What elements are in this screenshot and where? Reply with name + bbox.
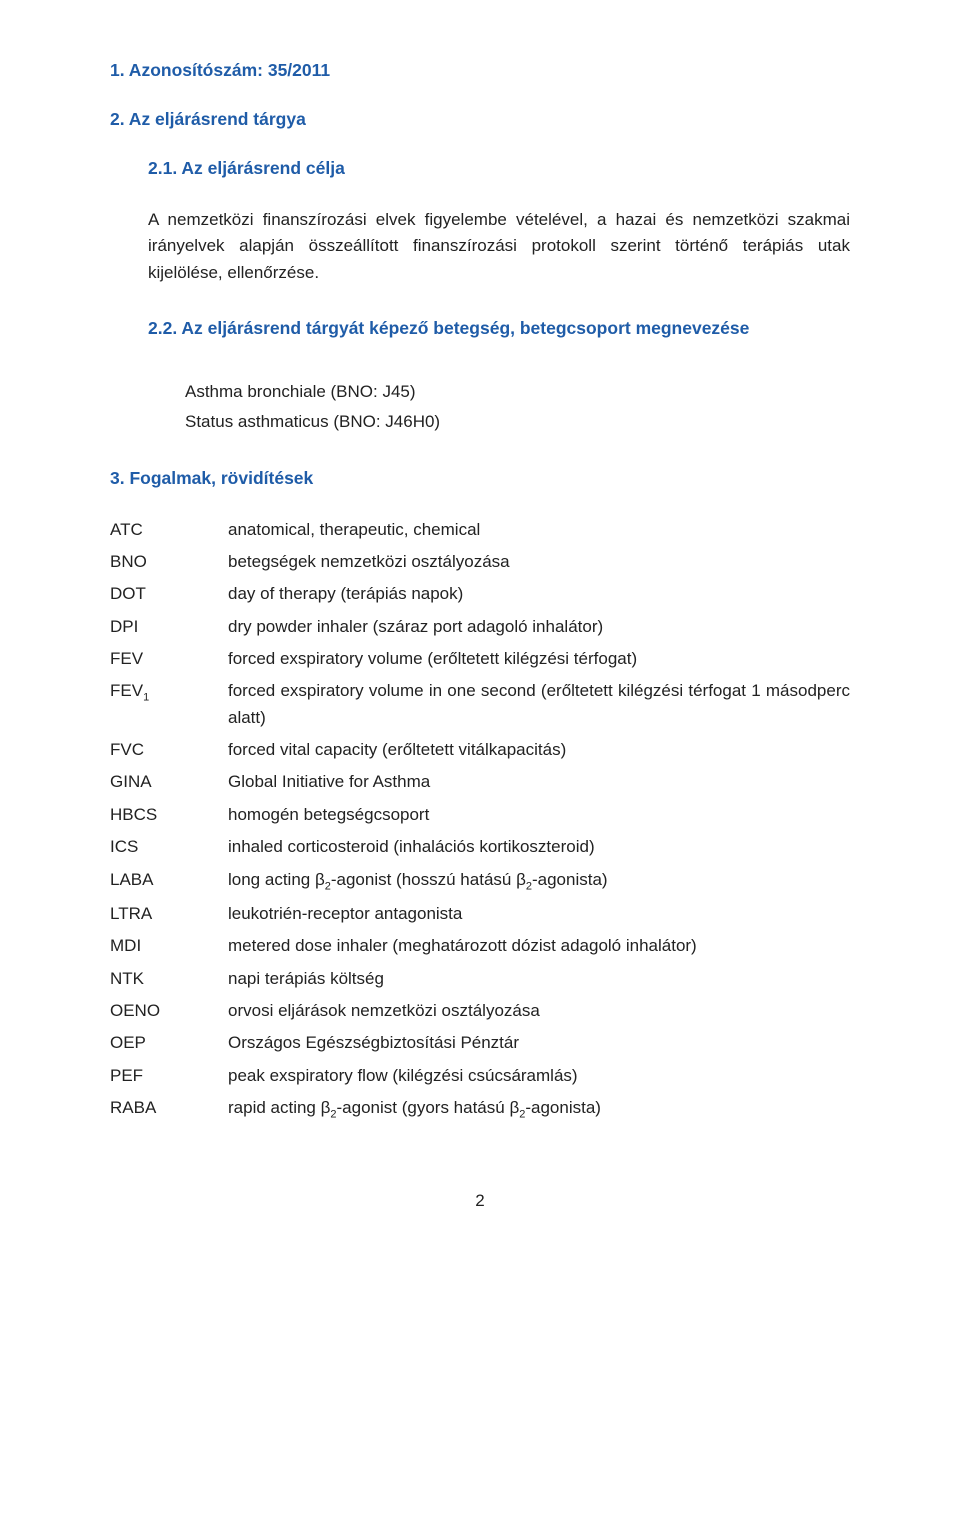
list-item-status-asthmaticus: Status asthmaticus (BNO: J46H0): [185, 409, 850, 435]
definition-row: LABAlong acting β2-agonist (hosszú hatás…: [110, 867, 850, 901]
definition-term: HBCS: [110, 802, 228, 834]
definition-description: dry powder inhaler (száraz port adagoló …: [228, 614, 850, 646]
definition-term: GINA: [110, 769, 228, 801]
definition-row: DPIdry powder inhaler (száraz port adago…: [110, 614, 850, 646]
definition-description: forced exspiratory volume in one second …: [228, 678, 850, 737]
definition-term: LABA: [110, 867, 228, 901]
definition-term: FVC: [110, 737, 228, 769]
page-number: 2: [110, 1191, 850, 1211]
definition-term: ATC: [110, 517, 228, 549]
definition-term: BNO: [110, 549, 228, 581]
definition-row: ATCanatomical, therapeutic, chemical: [110, 517, 850, 549]
definition-description: forced exspiratory volume (erőltetett ki…: [228, 646, 850, 678]
definition-description: long acting β2-agonist (hosszú hatású β2…: [228, 867, 850, 901]
definition-term: DPI: [110, 614, 228, 646]
definition-description: Országos Egészségbiztosítási Pénztár: [228, 1030, 850, 1062]
definition-description: anatomical, therapeutic, chemical: [228, 517, 850, 549]
definition-term: RABA: [110, 1095, 228, 1129]
definition-row: MDImetered dose inhaler (meghatározott d…: [110, 933, 850, 965]
definition-row: DOTday of therapy (terápiás napok): [110, 581, 850, 613]
document-page: 1. Azonosítószám: 35/2011 2. Az eljárásr…: [0, 0, 960, 1251]
definition-description: rapid acting β2-agonist (gyors hatású β2…: [228, 1095, 850, 1129]
definition-description: metered dose inhaler (meghatározott dózi…: [228, 933, 850, 965]
definition-row: GINAGlobal Initiative for Asthma: [110, 769, 850, 801]
paragraph-2-1: A nemzetközi finanszírozási elvek figyel…: [148, 207, 850, 286]
definition-term: ICS: [110, 834, 228, 866]
definition-term: LTRA: [110, 901, 228, 933]
definition-term: DOT: [110, 581, 228, 613]
definition-description: leukotrién-receptor antagonista: [228, 901, 850, 933]
definition-description: day of therapy (terápiás napok): [228, 581, 850, 613]
definition-description: homogén betegségcsoport: [228, 802, 850, 834]
definition-description: orvosi eljárások nemzetközi osztályozása: [228, 998, 850, 1030]
definition-row: FVCforced vital capacity (erőltetett vit…: [110, 737, 850, 769]
definition-description: inhaled corticosteroid (inhalációs korti…: [228, 834, 850, 866]
definition-row: PEFpeak exspiratory flow (kilégzési csúc…: [110, 1063, 850, 1095]
definition-row: FEVforced exspiratory volume (erőltetett…: [110, 646, 850, 678]
definitions-table: ATCanatomical, therapeutic, chemicalBNOb…: [110, 517, 850, 1130]
definition-description: Global Initiative for Asthma: [228, 769, 850, 801]
definition-row: FEV1forced exspiratory volume in one sec…: [110, 678, 850, 737]
definition-term: OENO: [110, 998, 228, 1030]
definition-term: PEF: [110, 1063, 228, 1095]
definition-term: MDI: [110, 933, 228, 965]
definition-term: NTK: [110, 966, 228, 998]
definition-term: FEV1: [110, 678, 228, 737]
definition-row: BNObetegségek nemzetközi osztályozása: [110, 549, 850, 581]
heading-2: 2. Az eljárásrend tárgya: [110, 109, 850, 130]
definition-row: LTRAleukotrién-receptor antagonista: [110, 901, 850, 933]
definition-term: OEP: [110, 1030, 228, 1062]
heading-2-2: 2.2. Az eljárásrend tárgyát képező beteg…: [148, 318, 850, 339]
definition-row: ICSinhaled corticosteroid (inhalációs ko…: [110, 834, 850, 866]
definition-description: forced vital capacity (erőltetett vitálk…: [228, 737, 850, 769]
definition-description: betegségek nemzetközi osztályozása: [228, 549, 850, 581]
heading-2-1: 2.1. Az eljárásrend célja: [148, 158, 850, 179]
definition-row: NTKnapi terápiás költség: [110, 966, 850, 998]
definition-row: OENOorvosi eljárások nemzetközi osztályo…: [110, 998, 850, 1030]
definition-description: peak exspiratory flow (kilégzési csúcsár…: [228, 1063, 850, 1095]
definition-term: FEV: [110, 646, 228, 678]
heading-1: 1. Azonosítószám: 35/2011: [110, 60, 850, 81]
definition-row: OEPOrszágos Egészségbiztosítási Pénztár: [110, 1030, 850, 1062]
definition-row: HBCShomogén betegségcsoport: [110, 802, 850, 834]
definition-row: RABArapid acting β2-agonist (gyors hatás…: [110, 1095, 850, 1129]
list-item-asthma: Asthma bronchiale (BNO: J45): [185, 379, 850, 405]
definition-description: napi terápiás költség: [228, 966, 850, 998]
heading-3: 3. Fogalmak, rövidítések: [110, 468, 850, 489]
